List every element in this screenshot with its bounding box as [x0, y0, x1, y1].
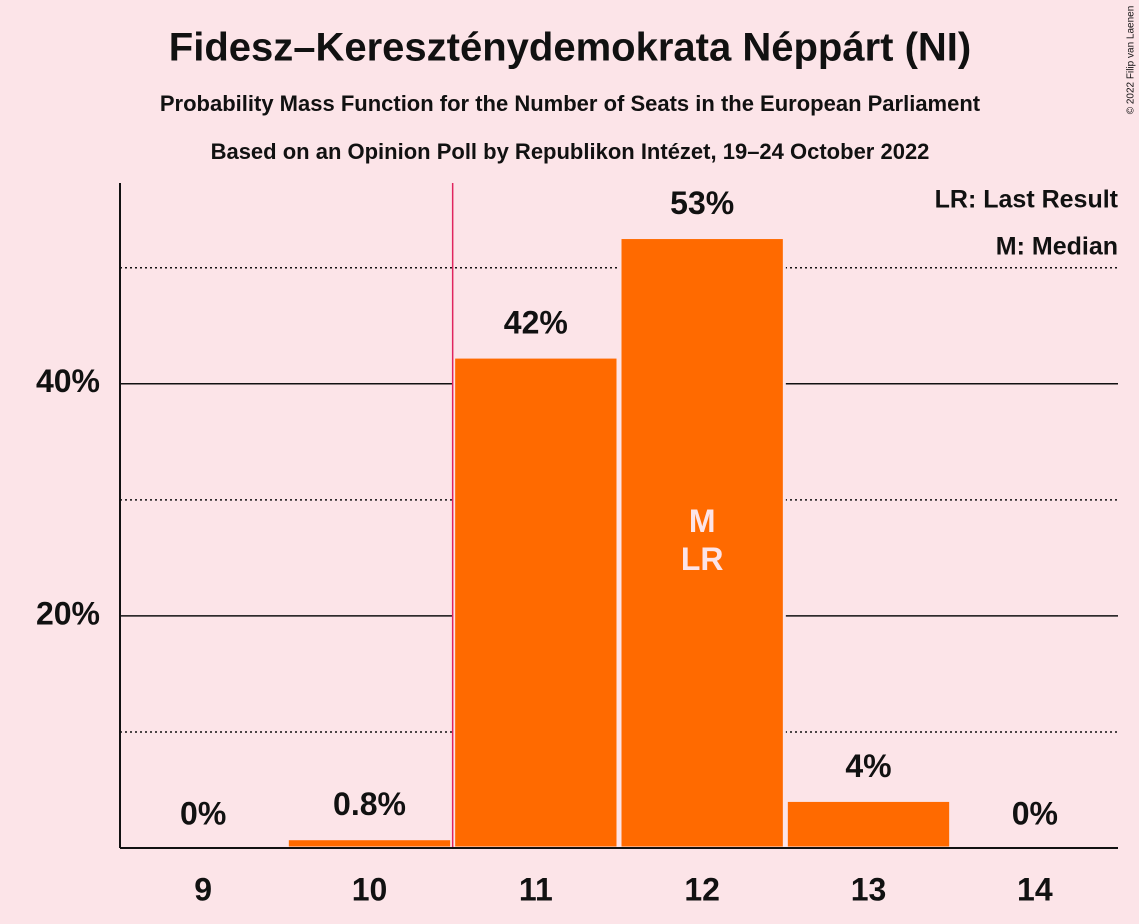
chart-subtitle: Probability Mass Function for the Number…: [160, 91, 981, 116]
bar: [452, 355, 620, 850]
x-tick-label: 12: [684, 871, 720, 907]
legend-text: M: Median: [996, 233, 1118, 261]
x-tick-label: 14: [1017, 871, 1053, 907]
legend-text: LR: Last Result: [935, 186, 1119, 214]
value-label: 0.8%: [333, 786, 406, 822]
value-label: 4%: [845, 748, 891, 784]
value-label: 42%: [504, 305, 568, 341]
y-tick-label: 20%: [36, 595, 100, 631]
x-tick-label: 9: [194, 871, 212, 907]
chart-subtitle: Based on an Opinion Poll by Republikon I…: [211, 139, 930, 164]
bar-annotation: M: [689, 503, 716, 539]
bar: [618, 236, 786, 850]
bar: [784, 798, 953, 850]
bar: [285, 837, 454, 850]
x-tick-label: 10: [352, 871, 388, 907]
value-label: 53%: [670, 185, 734, 221]
bar-annotation: LR: [681, 541, 724, 577]
y-tick-label: 40%: [36, 363, 100, 399]
copyright: © 2022 Filip van Laenen: [1126, 6, 1137, 115]
value-label: 0%: [180, 795, 226, 831]
x-tick-label: 11: [519, 871, 553, 907]
x-tick-label: 13: [851, 871, 887, 907]
value-label: 0%: [1012, 795, 1058, 831]
chart-title: Fidesz–Kereszténydemokrata Néppárt (NI): [169, 26, 971, 70]
